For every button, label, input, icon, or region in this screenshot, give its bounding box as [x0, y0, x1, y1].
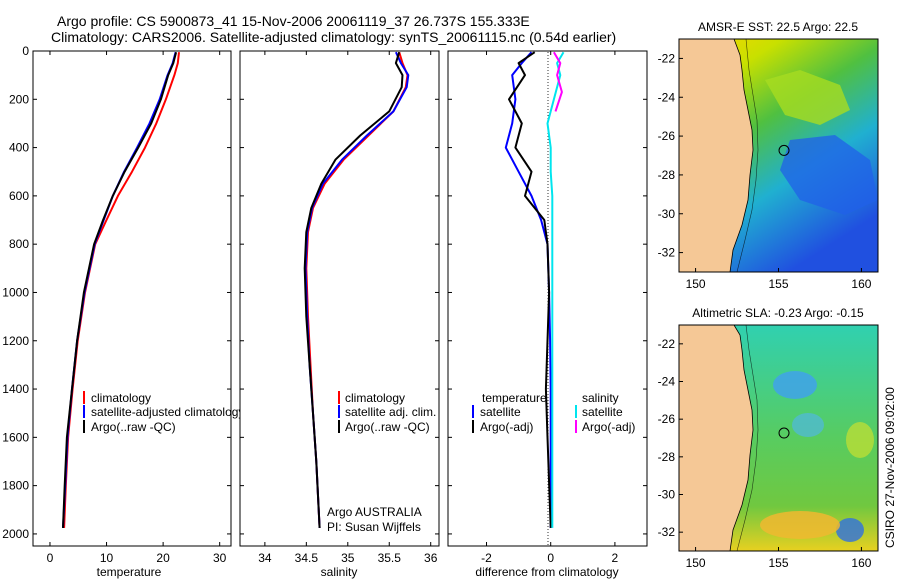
salinity-xtick-label: 34.5: [295, 551, 319, 565]
depth-ytick-label: 200: [9, 92, 29, 106]
difference-series-salinity-satellite: [546, 51, 565, 528]
depth-ytick-label: 400: [9, 141, 29, 155]
float-program-annotation: Argo AUSTRALIA: [327, 505, 422, 519]
salinity-series-argo-raw-qc: [303, 51, 404, 528]
difference-legend-temp-satellite: satellite: [480, 405, 521, 419]
sst-warm-patch: [765, 70, 850, 125]
sla-high-anomaly-1: [760, 511, 840, 539]
depth-ytick-label: 800: [9, 237, 29, 251]
salinity-legend-satellite: satellite adj. clim.: [345, 405, 436, 419]
sst-map-ytick-label: -26: [658, 129, 676, 143]
sst-map-xtick-label: 160: [851, 277, 871, 291]
depth-ytick-label: 600: [9, 189, 29, 203]
temperature-xtick-label: 30: [213, 551, 227, 565]
difference-series-salinity-argo-adj: [553, 51, 563, 112]
salinity-xtick-label: 35.5: [378, 551, 402, 565]
sla-low-anomaly-1: [773, 371, 817, 399]
salinity-axes-frame: [239, 50, 440, 547]
salinity-panel: 34 34.5 35 35.5 36 salinity climatology sate…: [239, 50, 440, 579]
sla-map-xtick-label: 155: [768, 556, 788, 570]
difference-legend-sal-satellite: satellite: [582, 405, 623, 419]
temperature-legend-argo: Argo(..raw -QC): [91, 420, 176, 434]
sla-map-xtick-label: 150: [686, 556, 706, 570]
sla-low-anomaly-2: [792, 413, 824, 437]
sst-map-panel: AMSR-E SST: 22.5 Argo: 22.5 150 155 160 -22…: [658, 20, 879, 291]
figure-title-line2: Climatology: CARS2006. Satellite-adjuste…: [51, 29, 616, 45]
difference-series-temperature-argo-adj: [508, 51, 552, 528]
sst-map-ytick-label: -22: [658, 51, 676, 65]
sla-map-xtick-label: 160: [851, 556, 871, 570]
salinity-legend: climatology satellite adj. clim. Argo(..…: [338, 391, 436, 434]
temperature-legend: climatology satellite-adjusted climatolo…: [83, 391, 244, 434]
sla-map-panel: Altimetric SLA: -0.23 Argo: -0.15 150 155…: [658, 306, 879, 570]
sst-map-ytick-label: -24: [658, 90, 676, 104]
sst-map-ytick-label: -30: [658, 207, 676, 221]
temperature-xtick-label: 10: [100, 551, 114, 565]
credit-timestamp: CSIRO 27-Nov-2006 09:02:00: [883, 387, 897, 548]
temperature-xtick-label: 20: [156, 551, 170, 565]
depth-ytick-label: 0: [22, 44, 29, 58]
sla-map-title: Altimetric SLA: -0.23 Argo: -0.15: [692, 306, 864, 320]
sla-high-anomaly-2: [846, 422, 874, 458]
temperature-series-argo-raw-qc: [62, 51, 178, 528]
sla-land: [679, 325, 754, 551]
sst-map-xtick-label: 150: [686, 277, 706, 291]
difference-xtick-label: -2: [481, 551, 492, 565]
difference-legend-temperature-title: temperature: [482, 391, 547, 405]
salinity-xtick-label: 34: [258, 551, 272, 565]
difference-xlabel: difference from climatology: [475, 565, 618, 579]
temperature-legend-satellite: satellite-adjusted climatology: [91, 405, 244, 419]
sst-map-ytick-label: -28: [658, 168, 676, 182]
sla-map-ytick-label: -26: [658, 412, 676, 426]
sst-land: [679, 39, 754, 272]
difference-xtick-label: 2: [612, 551, 619, 565]
sst-map-xtick-label: 155: [768, 277, 788, 291]
salinity-xtick-label: 36: [424, 551, 438, 565]
temperature-axes-frame: [32, 50, 232, 547]
difference-legend-salinity-title: salinity: [582, 391, 619, 405]
salinity-xlabel: salinity: [321, 565, 358, 579]
difference-legend: temperature satellite Argo(-adj) salinit…: [472, 391, 635, 434]
temperature-panel: 0 10 20 30 0 200 400 600 800 1000 1200 1400 1600 1800…: [2, 44, 244, 579]
temperature-xtick-label: 0: [47, 551, 54, 565]
sst-map-ytick-label: -32: [658, 246, 676, 260]
sla-map-ytick-label: -32: [658, 525, 676, 539]
sst-argo-position-marker: [778, 144, 790, 156]
depth-ytick-label: 1400: [2, 382, 29, 396]
salinity-legend-climatology: climatology: [345, 391, 405, 405]
difference-series-temperature-satellite: [504, 51, 552, 528]
sla-argo-position-marker: [778, 427, 790, 439]
sla-low-anomaly-3: [836, 518, 864, 542]
sla-map-ytick-label: -22: [658, 337, 676, 351]
salinity-legend-argo: Argo(..raw -QC): [345, 420, 430, 434]
figure-title-line1: Argo profile: CS 5900873_41 15-Nov-2006 …: [57, 13, 530, 29]
salinity-xtick-label: 35: [341, 551, 355, 565]
depth-ytick-label: 1000: [2, 285, 29, 299]
sst-isobath: [736, 39, 759, 272]
sla-isobath: [736, 325, 759, 551]
difference-legend-temp-argo: Argo(-adj): [480, 420, 533, 434]
sst-cool-patch: [780, 135, 878, 215]
temperature-xlabel: temperature: [97, 565, 162, 579]
depth-ytick-label: 1200: [2, 334, 29, 348]
depth-ytick-label: 1600: [2, 430, 29, 444]
sla-map-ytick-label: -30: [658, 488, 676, 502]
temperature-legend-climatology: climatology: [91, 391, 151, 405]
difference-legend-sal-argo: Argo(-adj): [582, 420, 635, 434]
sla-map-ytick-label: -28: [658, 450, 676, 464]
sla-map-ytick-label: -24: [658, 375, 676, 389]
depth-ytick-label: 2000: [2, 527, 29, 541]
depth-ytick-label: 1800: [2, 479, 29, 493]
difference-panel: -2 0 2 difference from climatology tempera…: [447, 50, 648, 579]
difference-xtick-label: 0: [547, 551, 554, 565]
sst-map-title: AMSR-E SST: 22.5 Argo: 22.5: [698, 20, 858, 34]
float-pi-annotation: PI: Susan Wijffels: [327, 520, 421, 534]
